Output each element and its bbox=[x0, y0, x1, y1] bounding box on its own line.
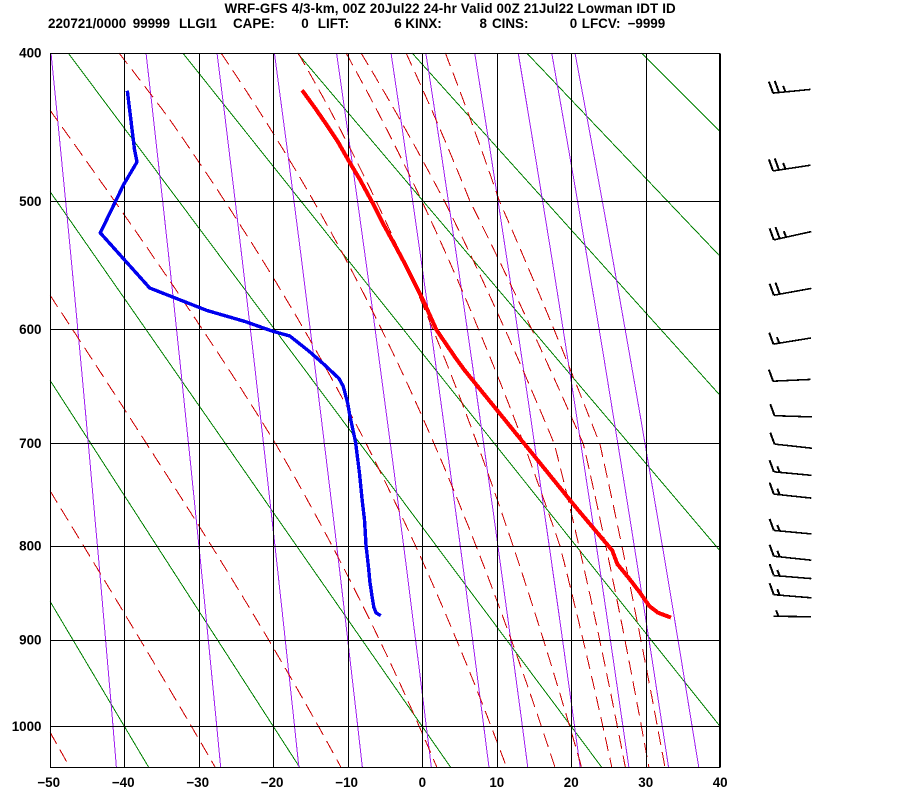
svg-text:40: 40 bbox=[713, 775, 728, 790]
svg-text:1000: 1000 bbox=[12, 719, 42, 734]
svg-text:LFCV:: LFCV: bbox=[582, 16, 621, 31]
svg-text:800: 800 bbox=[19, 539, 41, 554]
svg-text:0: 0 bbox=[419, 775, 426, 790]
svg-text:LLGI1: LLGI1 bbox=[179, 16, 217, 31]
svg-text:−10: −10 bbox=[335, 775, 358, 790]
svg-text:30: 30 bbox=[638, 775, 653, 790]
svg-text:CINS:: CINS: bbox=[492, 16, 528, 31]
svg-text:500: 500 bbox=[19, 194, 41, 209]
svg-text:0: 0 bbox=[570, 16, 577, 31]
svg-text:−20: −20 bbox=[261, 775, 284, 790]
svg-text:6: 6 bbox=[394, 16, 401, 31]
svg-text:900: 900 bbox=[19, 632, 41, 647]
svg-text:0: 0 bbox=[301, 16, 308, 31]
svg-text:−30: −30 bbox=[186, 775, 209, 790]
svg-text:400: 400 bbox=[19, 46, 41, 61]
svg-text:8: 8 bbox=[480, 16, 488, 31]
svg-text:−9999: −9999 bbox=[628, 16, 666, 31]
svg-text:700: 700 bbox=[19, 436, 41, 451]
svg-text:LIFT:: LIFT: bbox=[318, 16, 349, 31]
svg-text:WRF-GFS 4/3-km, 00Z 20Jul22 24: WRF-GFS 4/3-km, 00Z 20Jul22 24-hr Valid … bbox=[225, 1, 677, 16]
svg-text:CAPE:: CAPE: bbox=[233, 16, 275, 31]
svg-text:99999: 99999 bbox=[133, 16, 170, 31]
svg-text:220721/0000: 220721/0000 bbox=[48, 16, 126, 31]
svg-text:−50: −50 bbox=[37, 775, 60, 790]
svg-text:10: 10 bbox=[489, 775, 504, 790]
svg-text:20: 20 bbox=[564, 775, 579, 790]
svg-text:600: 600 bbox=[19, 322, 41, 337]
svg-text:−40: −40 bbox=[112, 775, 135, 790]
svg-text:KINX:: KINX: bbox=[405, 16, 441, 31]
